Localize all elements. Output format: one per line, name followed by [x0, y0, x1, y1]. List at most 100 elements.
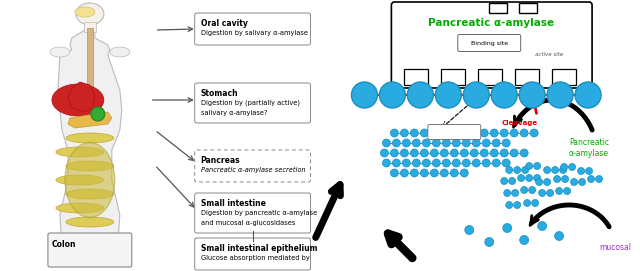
- Circle shape: [390, 149, 398, 157]
- Ellipse shape: [66, 133, 114, 143]
- Text: Small intestine: Small intestine: [201, 199, 266, 208]
- Circle shape: [538, 221, 547, 231]
- Circle shape: [524, 199, 531, 207]
- Circle shape: [529, 186, 536, 193]
- Circle shape: [571, 179, 577, 186]
- Circle shape: [442, 139, 451, 147]
- Circle shape: [510, 149, 518, 157]
- Circle shape: [392, 159, 401, 167]
- Circle shape: [401, 129, 408, 137]
- Text: Pancreas: Pancreas: [201, 156, 240, 165]
- Ellipse shape: [50, 47, 70, 57]
- Circle shape: [520, 149, 528, 157]
- Circle shape: [506, 166, 513, 173]
- Circle shape: [480, 149, 488, 157]
- Circle shape: [390, 129, 398, 137]
- Circle shape: [472, 159, 480, 167]
- Circle shape: [435, 82, 461, 108]
- Circle shape: [460, 149, 468, 157]
- Text: Oral cavity: Oral cavity: [201, 19, 248, 28]
- FancyBboxPatch shape: [428, 124, 481, 140]
- FancyBboxPatch shape: [195, 193, 310, 233]
- FancyBboxPatch shape: [392, 2, 592, 88]
- Circle shape: [430, 129, 438, 137]
- Circle shape: [490, 149, 498, 157]
- Circle shape: [492, 159, 500, 167]
- Circle shape: [512, 189, 518, 196]
- Circle shape: [420, 149, 428, 157]
- Circle shape: [559, 166, 566, 173]
- Circle shape: [554, 176, 561, 182]
- Circle shape: [586, 167, 593, 175]
- Text: Stomach: Stomach: [201, 89, 238, 98]
- Circle shape: [536, 179, 543, 186]
- Ellipse shape: [52, 84, 104, 116]
- Circle shape: [543, 179, 550, 186]
- Circle shape: [547, 189, 554, 196]
- Circle shape: [380, 149, 388, 157]
- Circle shape: [500, 178, 508, 185]
- Circle shape: [480, 129, 488, 137]
- Text: salivary α-amylase?: salivary α-amylase?: [201, 110, 267, 116]
- Circle shape: [484, 237, 493, 247]
- Circle shape: [522, 166, 529, 173]
- Circle shape: [579, 179, 586, 186]
- Circle shape: [519, 82, 545, 108]
- Circle shape: [534, 175, 541, 182]
- Ellipse shape: [75, 7, 95, 17]
- FancyBboxPatch shape: [195, 83, 310, 123]
- Text: Glucose absorption mediated by: Glucose absorption mediated by: [201, 255, 309, 261]
- Circle shape: [504, 189, 511, 196]
- Circle shape: [401, 169, 408, 177]
- Text: and mucosal α-glucosidases: and mucosal α-glucosidases: [201, 220, 295, 226]
- Circle shape: [463, 82, 489, 108]
- Circle shape: [451, 169, 458, 177]
- Circle shape: [520, 129, 528, 137]
- Circle shape: [520, 235, 529, 244]
- Circle shape: [562, 176, 568, 182]
- Circle shape: [470, 149, 478, 157]
- Bar: [515, 69, 539, 85]
- Circle shape: [543, 166, 550, 173]
- Circle shape: [490, 129, 498, 137]
- Circle shape: [430, 149, 438, 157]
- Circle shape: [462, 139, 470, 147]
- Circle shape: [420, 169, 428, 177]
- Circle shape: [422, 139, 430, 147]
- Circle shape: [392, 139, 401, 147]
- Circle shape: [440, 129, 448, 137]
- Ellipse shape: [66, 217, 114, 227]
- Circle shape: [460, 169, 468, 177]
- Circle shape: [422, 159, 430, 167]
- Circle shape: [420, 129, 428, 137]
- Circle shape: [552, 166, 559, 173]
- Circle shape: [462, 159, 470, 167]
- Circle shape: [500, 149, 508, 157]
- Circle shape: [412, 159, 420, 167]
- Ellipse shape: [66, 161, 114, 171]
- Circle shape: [452, 139, 460, 147]
- Ellipse shape: [56, 175, 104, 185]
- Circle shape: [596, 176, 602, 182]
- Polygon shape: [68, 112, 112, 128]
- Circle shape: [588, 176, 595, 182]
- Circle shape: [440, 169, 448, 177]
- Circle shape: [534, 163, 541, 169]
- Circle shape: [492, 139, 500, 147]
- Circle shape: [539, 189, 546, 196]
- Circle shape: [442, 159, 451, 167]
- Circle shape: [510, 129, 518, 137]
- Circle shape: [483, 139, 490, 147]
- Circle shape: [472, 139, 480, 147]
- Polygon shape: [58, 20, 122, 265]
- Circle shape: [577, 167, 584, 175]
- FancyBboxPatch shape: [195, 150, 310, 182]
- Circle shape: [483, 159, 490, 167]
- Circle shape: [470, 129, 478, 137]
- Circle shape: [430, 169, 438, 177]
- FancyBboxPatch shape: [458, 34, 521, 51]
- Circle shape: [525, 163, 532, 169]
- Circle shape: [518, 175, 525, 182]
- Text: Digestion by pancreatic α-amylase: Digestion by pancreatic α-amylase: [201, 210, 317, 216]
- Ellipse shape: [65, 143, 115, 218]
